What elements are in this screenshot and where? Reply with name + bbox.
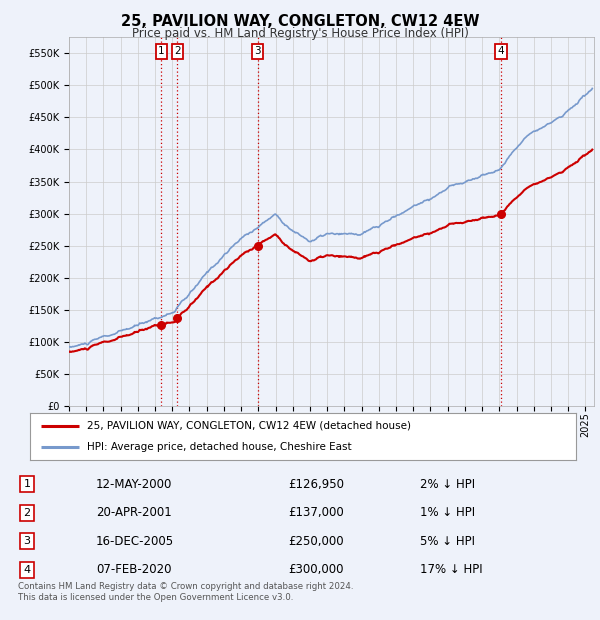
Text: £137,000: £137,000 — [288, 506, 344, 519]
Text: 07-FEB-2020: 07-FEB-2020 — [96, 563, 172, 576]
Text: 20-APR-2001: 20-APR-2001 — [96, 506, 172, 519]
Text: Contains HM Land Registry data © Crown copyright and database right 2024.: Contains HM Land Registry data © Crown c… — [18, 582, 353, 591]
Text: 12-MAY-2000: 12-MAY-2000 — [96, 477, 172, 490]
Text: 17% ↓ HPI: 17% ↓ HPI — [420, 563, 482, 576]
Text: £250,000: £250,000 — [288, 534, 344, 547]
Text: This data is licensed under the Open Government Licence v3.0.: This data is licensed under the Open Gov… — [18, 593, 293, 602]
Text: 1% ↓ HPI: 1% ↓ HPI — [420, 506, 475, 519]
Text: 3: 3 — [23, 536, 31, 546]
Text: 1: 1 — [158, 46, 165, 56]
Text: 5% ↓ HPI: 5% ↓ HPI — [420, 534, 475, 547]
Text: £300,000: £300,000 — [288, 563, 343, 576]
Text: 3: 3 — [254, 46, 261, 56]
Text: 4: 4 — [23, 565, 31, 575]
Text: Price paid vs. HM Land Registry's House Price Index (HPI): Price paid vs. HM Land Registry's House … — [131, 27, 469, 40]
Text: £126,950: £126,950 — [288, 477, 344, 490]
Text: 2% ↓ HPI: 2% ↓ HPI — [420, 477, 475, 490]
Text: 2: 2 — [174, 46, 181, 56]
Text: 2: 2 — [23, 508, 31, 518]
Text: HPI: Average price, detached house, Cheshire East: HPI: Average price, detached house, Ches… — [88, 442, 352, 453]
Text: 25, PAVILION WAY, CONGLETON, CW12 4EW (detached house): 25, PAVILION WAY, CONGLETON, CW12 4EW (d… — [88, 420, 412, 431]
Text: 1: 1 — [23, 479, 31, 489]
Text: 25, PAVILION WAY, CONGLETON, CW12 4EW: 25, PAVILION WAY, CONGLETON, CW12 4EW — [121, 14, 479, 29]
Text: 4: 4 — [498, 46, 505, 56]
Text: 16-DEC-2005: 16-DEC-2005 — [96, 534, 174, 547]
